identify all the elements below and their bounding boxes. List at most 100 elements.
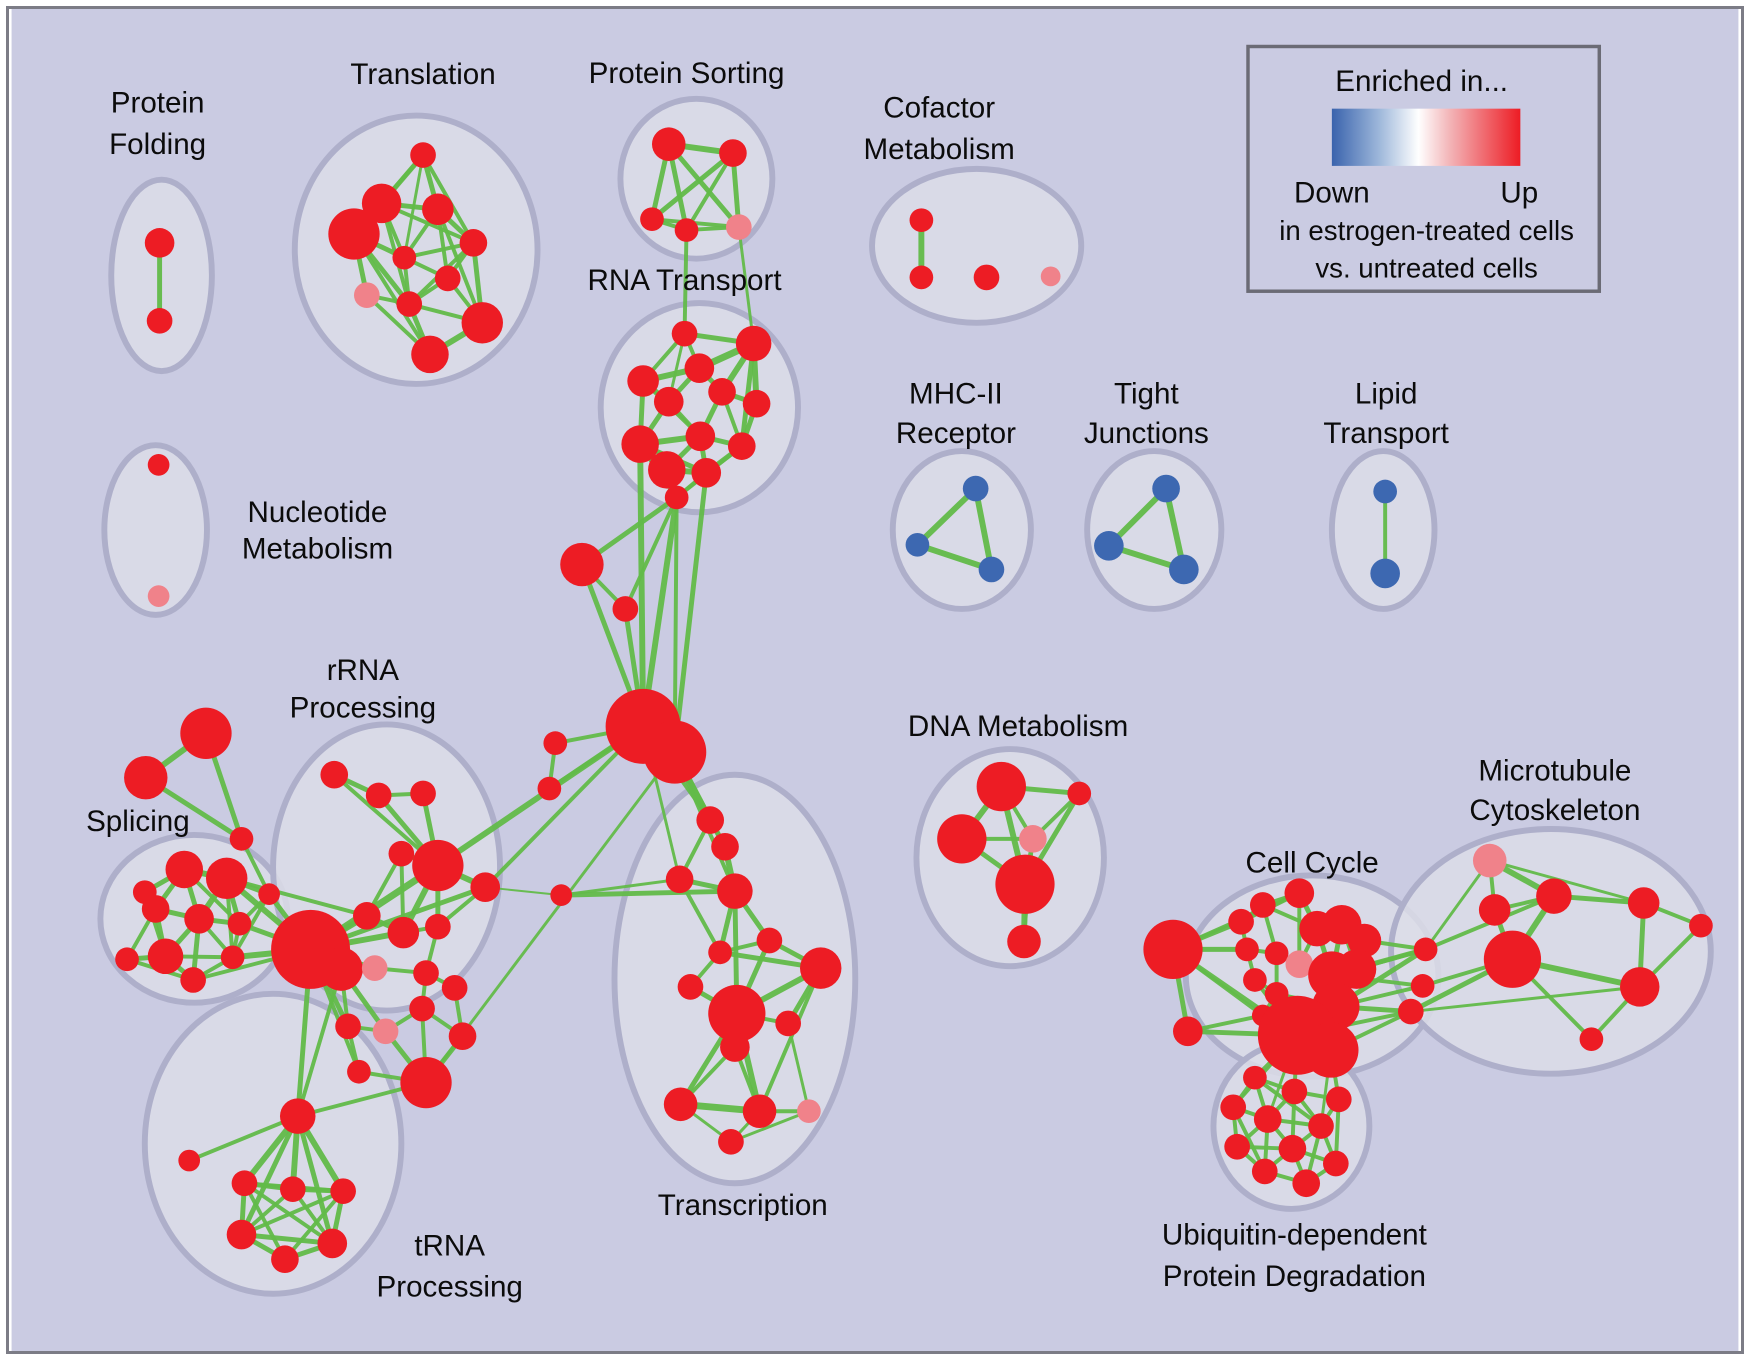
legend-caption-line2: vs. untreated cells: [1315, 252, 1538, 283]
cluster-label-line: Metabolism: [863, 133, 1014, 166]
node-m8: [1579, 1027, 1604, 1052]
node-tc5: [708, 940, 732, 965]
node-q12: [361, 955, 388, 981]
node-g19: [1303, 1022, 1359, 1078]
node-u3: [231, 1170, 258, 1197]
node-b3: [978, 556, 1005, 583]
node-q18: [448, 1022, 477, 1051]
cluster-label-line: Cytoskeleton: [1469, 794, 1640, 827]
node-c2: [909, 265, 934, 290]
node-t9: [396, 291, 423, 317]
cluster-label-line: Transcription: [658, 1189, 828, 1222]
node-p3: [640, 207, 664, 232]
node-q1: [320, 760, 349, 789]
node-m1: [1472, 843, 1507, 878]
node-s4: [184, 903, 214, 934]
edge-tc11-tc14: [786, 1021, 811, 1113]
node-q19: [347, 1059, 371, 1084]
legend-up-label: Up: [1500, 176, 1538, 209]
node-g9: [1235, 937, 1259, 962]
cluster-label-line: Folding: [109, 128, 206, 161]
node-tc3: [665, 865, 694, 894]
edge-r12-h2: [672, 470, 709, 755]
node-u4: [279, 1176, 306, 1202]
cluster-label-line: Transport: [1323, 417, 1449, 450]
cluster-label-line: DNA Metabolism: [908, 710, 1128, 743]
edge-tc7-tc13: [757, 966, 823, 1114]
node-v4: [1220, 1094, 1247, 1121]
edge-g20-m1: [1424, 859, 1492, 951]
cluster-label-line: Cofactor: [883, 92, 995, 125]
node-q7: [353, 902, 381, 930]
edge-u5-u6: [239, 1189, 346, 1237]
cluster-label-line: Tight: [1114, 378, 1179, 411]
node-q9: [425, 913, 451, 940]
node-v9: [1322, 1150, 1349, 1177]
cluster-label-cell-cycle: Cell Cycle: [1246, 846, 1379, 879]
edge-u1-u2: [187, 1114, 300, 1163]
node-n1: [147, 454, 170, 476]
node-m2: [1536, 878, 1572, 914]
node-s11: [132, 880, 157, 904]
cluster-label-rrna-processing: rRNA Processing: [290, 654, 436, 724]
edge-h1-q6: [483, 724, 646, 890]
cluster-label-ubiquitin-degradation: Ubiquitin-dependent Protein Degradation: [1162, 1218, 1427, 1292]
edge-b1-b3: [972, 485, 995, 573]
cluster-label-tight-junctions: Tight Junctions: [1084, 378, 1209, 450]
cluster-ellipse-mhc-ii-receptor: [889, 448, 1034, 612]
node-t5: [392, 245, 417, 270]
legend-box: [1246, 44, 1602, 293]
node-s6: [147, 938, 184, 975]
node-s2: [205, 857, 248, 900]
node-q4: [388, 840, 415, 867]
edge-u6-u7: [239, 1232, 335, 1246]
cluster-ellipse-cofactor-metabolism: [869, 165, 1085, 326]
edge-L3-tc4: [558, 888, 738, 898]
cluster-label-line: RNA Transport: [588, 264, 782, 297]
legend-caption-line1: in estrogen-treated cells: [1279, 215, 1574, 246]
legend-gradient-bar: [1331, 108, 1521, 166]
node-t3: [328, 208, 380, 260]
cluster-ellipse-tight-junctions: [1084, 448, 1225, 612]
node-r3: [627, 365, 659, 397]
cluster-label-line: Cell Cycle: [1246, 846, 1379, 879]
cluster-label-line: Microtubule: [1478, 755, 1631, 788]
node-j2: [560, 542, 604, 587]
node-g3: [1228, 908, 1254, 935]
edge-j1-h1: [640, 494, 680, 730]
node-b1: [962, 475, 989, 502]
node-s1: [165, 850, 204, 889]
node-b2: [905, 532, 930, 557]
node-o2: [124, 755, 168, 800]
node-q5: [412, 839, 464, 892]
node-t7: [434, 265, 461, 292]
node-n2: [147, 585, 170, 607]
nodes-layer: [115, 127, 1713, 1274]
node-g21: [1410, 974, 1435, 998]
node-pf1: [144, 228, 175, 258]
node-c4: [1040, 266, 1061, 287]
node-g8: [1347, 923, 1382, 958]
node-u7: [317, 1228, 348, 1259]
node-r9: [685, 421, 716, 452]
cluster-label-line: Translation: [350, 58, 495, 91]
node-v2: [1281, 1078, 1308, 1105]
cluster-label-lipid-transport: Lipid Transport: [1323, 378, 1449, 450]
node-u6: [226, 1219, 257, 1250]
cluster-label-line: MHC-II: [909, 378, 1003, 411]
node-tc9: [708, 984, 766, 1043]
cluster-label-line: Receptor: [896, 417, 1016, 450]
node-L3: [550, 884, 573, 906]
node-s8: [180, 967, 206, 993]
node-r7: [742, 389, 771, 418]
node-b7: [1373, 479, 1397, 504]
edge-m1-m5: [1488, 859, 1646, 905]
node-q16: [372, 1018, 399, 1045]
cluster-label-line: Protein Degradation: [1163, 1260, 1426, 1293]
figure-frame: Protein Folding Translation Protein Sorting…: [6, 6, 1744, 1354]
node-m4: [1483, 930, 1542, 988]
edge-q11-u1: [295, 967, 344, 1119]
node-g13: [1336, 949, 1377, 989]
node-t10: [461, 302, 503, 344]
cluster-ellipse-dna-metabolism: [913, 746, 1107, 970]
